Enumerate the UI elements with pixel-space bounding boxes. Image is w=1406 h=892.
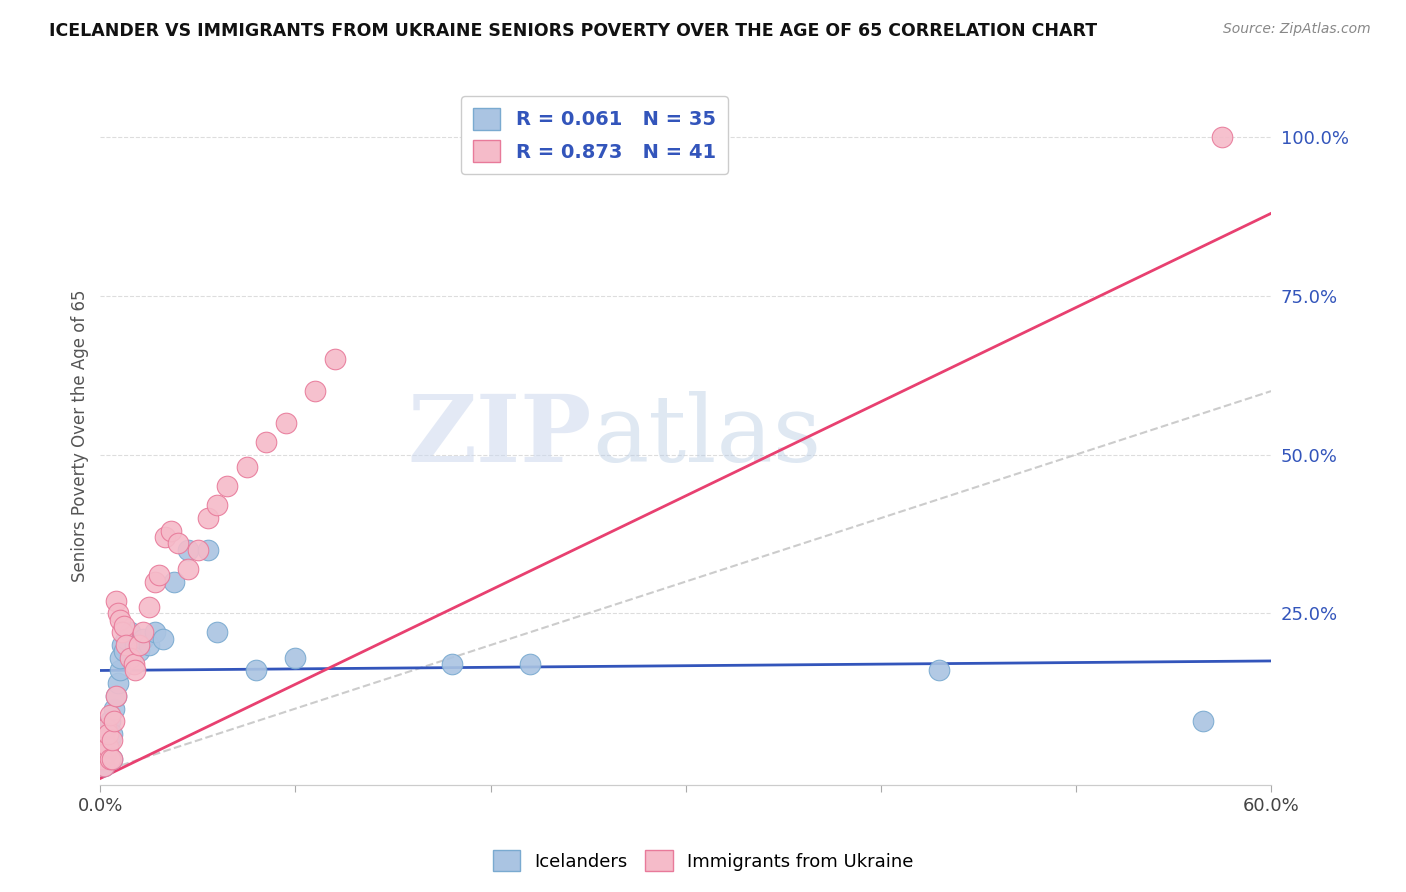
Point (111, 638, 134, 652)
Legend: R = 0.061   N = 35, R = 0.873   N = 41: R = 0.061 N = 35, R = 0.873 N = 41 (461, 96, 727, 174)
Point (274, 416, 297, 430)
Point (114, 632, 136, 646)
Point (96, 746, 118, 760)
Point (118, 650, 141, 665)
Point (101, 733, 124, 747)
Point (104, 689, 127, 703)
Point (1191, 714, 1213, 729)
Point (111, 625, 134, 640)
Point (128, 644, 150, 658)
Point (159, 524, 181, 538)
Point (96, 727, 118, 741)
Point (112, 644, 135, 658)
Text: Source: ZipAtlas.com: Source: ZipAtlas.com (1223, 22, 1371, 37)
Point (138, 599, 160, 614)
Point (93, 758, 115, 772)
Point (91, 752, 114, 766)
Point (96, 721, 118, 735)
Point (98, 752, 121, 766)
Point (98, 707, 121, 722)
Point (187, 542, 209, 557)
Point (114, 638, 136, 652)
Point (177, 562, 200, 576)
Point (143, 574, 166, 589)
Point (152, 632, 174, 646)
Point (928, 664, 950, 678)
Point (108, 650, 131, 665)
Point (124, 638, 146, 652)
Point (108, 613, 131, 627)
Point (107, 607, 129, 621)
Text: ZIP: ZIP (408, 391, 592, 481)
Point (112, 619, 135, 633)
Point (97, 721, 120, 735)
Point (104, 593, 127, 607)
Point (124, 664, 146, 678)
Legend: Icelanders, Immigrants from Ukraine: Icelanders, Immigrants from Ukraine (485, 843, 921, 879)
Point (235, 460, 257, 475)
Point (122, 657, 145, 672)
Point (98, 733, 121, 747)
Point (197, 542, 219, 557)
Point (103, 701, 125, 715)
Y-axis label: Seniors Poverty Over the Age of 65: Seniors Poverty Over the Age of 65 (72, 289, 89, 582)
Point (91, 752, 114, 766)
Point (93, 758, 115, 772)
Point (245, 664, 267, 678)
Point (101, 752, 124, 766)
Point (323, 352, 346, 367)
Point (167, 536, 190, 550)
Point (304, 384, 326, 398)
Point (177, 542, 200, 557)
Point (128, 638, 150, 652)
Point (153, 530, 176, 544)
Point (148, 568, 170, 582)
Point (107, 676, 129, 690)
Point (103, 714, 125, 729)
Point (97, 727, 120, 741)
Point (207, 499, 229, 513)
Text: atlas: atlas (592, 391, 821, 481)
Point (97, 746, 120, 760)
Point (207, 625, 229, 640)
Point (96, 739, 118, 754)
Point (217, 479, 239, 493)
Point (101, 727, 124, 741)
Point (143, 625, 166, 640)
Point (1211, 130, 1233, 145)
Point (197, 511, 219, 525)
Point (104, 689, 127, 703)
Point (284, 650, 307, 665)
Point (101, 752, 124, 766)
Point (163, 574, 186, 589)
Point (97, 739, 120, 754)
Point (519, 657, 541, 672)
Point (98, 714, 121, 729)
Point (254, 434, 277, 449)
Point (440, 657, 463, 672)
Point (93, 733, 115, 747)
Point (108, 664, 131, 678)
Point (132, 632, 155, 646)
Point (132, 625, 155, 640)
Point (118, 625, 141, 640)
Text: ICELANDER VS IMMIGRANTS FROM UKRAINE SENIORS POVERTY OVER THE AGE OF 65 CORRELAT: ICELANDER VS IMMIGRANTS FROM UKRAINE SEN… (49, 22, 1097, 40)
Point (138, 638, 160, 652)
